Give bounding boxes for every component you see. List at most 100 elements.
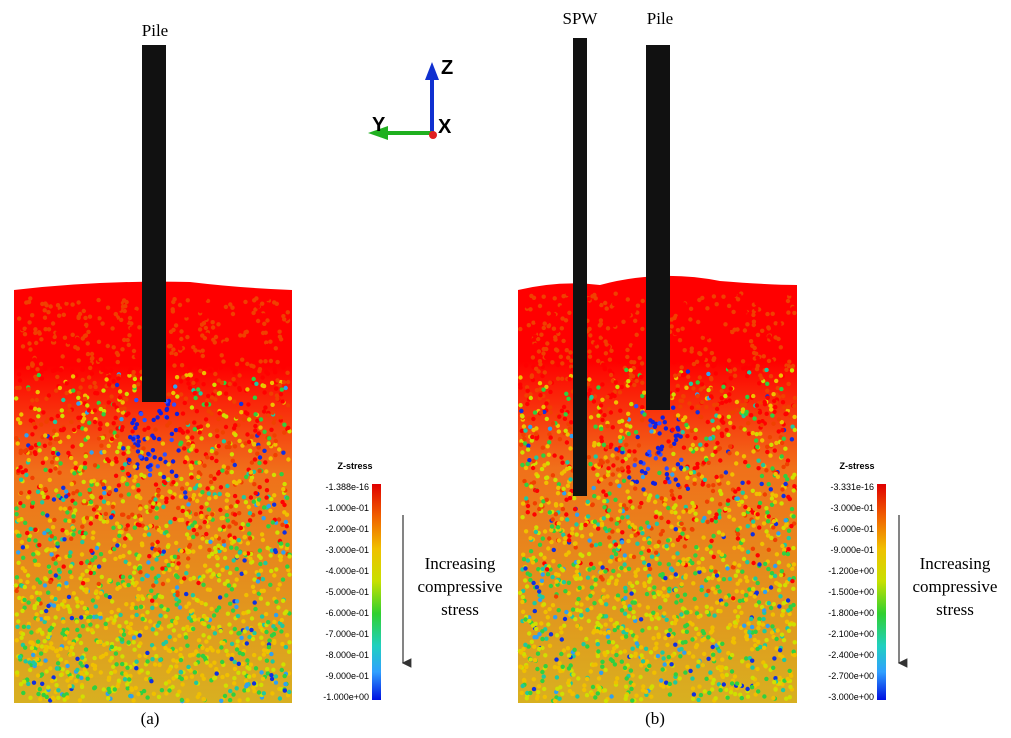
particle <box>791 488 796 493</box>
particle <box>627 495 632 501</box>
particle <box>31 652 36 658</box>
particle <box>785 676 790 682</box>
particle <box>88 318 94 323</box>
particle <box>545 615 550 620</box>
particle <box>27 667 33 673</box>
particle <box>103 511 109 517</box>
particle <box>720 532 726 537</box>
particle <box>266 413 271 418</box>
particle <box>745 549 751 555</box>
particle <box>740 409 745 414</box>
particle <box>541 325 546 331</box>
particle <box>606 508 612 513</box>
particle <box>274 567 279 572</box>
particle <box>272 638 277 644</box>
particle <box>89 450 94 455</box>
particle <box>752 594 757 599</box>
particle <box>612 339 617 345</box>
particle <box>702 689 707 694</box>
particle <box>754 603 759 608</box>
particle <box>16 550 21 555</box>
particle <box>610 425 615 430</box>
particle <box>85 435 91 440</box>
particle <box>635 567 641 572</box>
particle <box>213 371 218 377</box>
particle <box>715 584 720 589</box>
particle <box>661 684 666 689</box>
particle <box>614 447 619 452</box>
particle <box>559 376 565 381</box>
particle <box>629 591 634 596</box>
particle <box>521 324 526 329</box>
particle <box>616 573 621 578</box>
particle <box>691 692 697 697</box>
particle <box>193 348 198 353</box>
particle <box>43 467 48 472</box>
particle <box>270 336 276 341</box>
particle <box>693 553 698 558</box>
particle <box>105 305 111 310</box>
particle <box>227 524 232 529</box>
particle <box>735 569 740 574</box>
particle <box>231 558 236 563</box>
particle-field <box>517 275 798 704</box>
particle <box>115 359 121 365</box>
particle <box>264 343 270 349</box>
particle <box>32 558 38 563</box>
particle <box>104 377 109 382</box>
particle <box>114 297 119 303</box>
particle <box>731 425 736 430</box>
particle <box>669 488 674 494</box>
particle <box>756 600 762 605</box>
particle <box>250 512 256 518</box>
particle <box>104 519 110 524</box>
particle <box>170 495 175 500</box>
particle <box>578 626 583 631</box>
particle <box>55 331 60 336</box>
particle <box>65 510 70 515</box>
particle <box>734 451 740 456</box>
particle <box>197 692 202 697</box>
particle <box>639 361 645 366</box>
particle <box>230 366 235 371</box>
particle <box>765 444 770 449</box>
particle <box>760 622 766 627</box>
particle <box>667 586 672 591</box>
particle <box>545 341 550 346</box>
particle <box>711 294 717 299</box>
particle <box>192 520 197 525</box>
particle <box>207 409 212 414</box>
particle <box>93 316 98 321</box>
particle <box>743 593 749 598</box>
particle <box>563 428 568 433</box>
particle <box>217 548 222 554</box>
particle <box>266 441 271 446</box>
particle <box>211 572 216 577</box>
particle <box>131 436 136 442</box>
particle <box>219 545 224 551</box>
particle <box>146 532 152 537</box>
particle <box>178 657 184 663</box>
particle <box>727 514 732 519</box>
particle <box>136 488 141 493</box>
particle <box>735 614 741 619</box>
particle <box>234 566 239 572</box>
particle <box>85 351 91 357</box>
particle <box>640 688 646 693</box>
particle <box>756 639 761 645</box>
particle <box>33 646 38 651</box>
particle <box>214 671 219 676</box>
particle <box>734 399 740 405</box>
particle <box>621 319 626 324</box>
particle <box>674 600 679 605</box>
particle <box>260 641 265 646</box>
particle <box>126 342 131 348</box>
particle <box>179 697 185 703</box>
particle <box>629 401 634 407</box>
particle <box>523 465 529 471</box>
particle <box>63 494 69 499</box>
particle <box>540 445 545 450</box>
particle <box>269 673 274 678</box>
particle <box>66 450 71 456</box>
particle <box>681 356 687 361</box>
